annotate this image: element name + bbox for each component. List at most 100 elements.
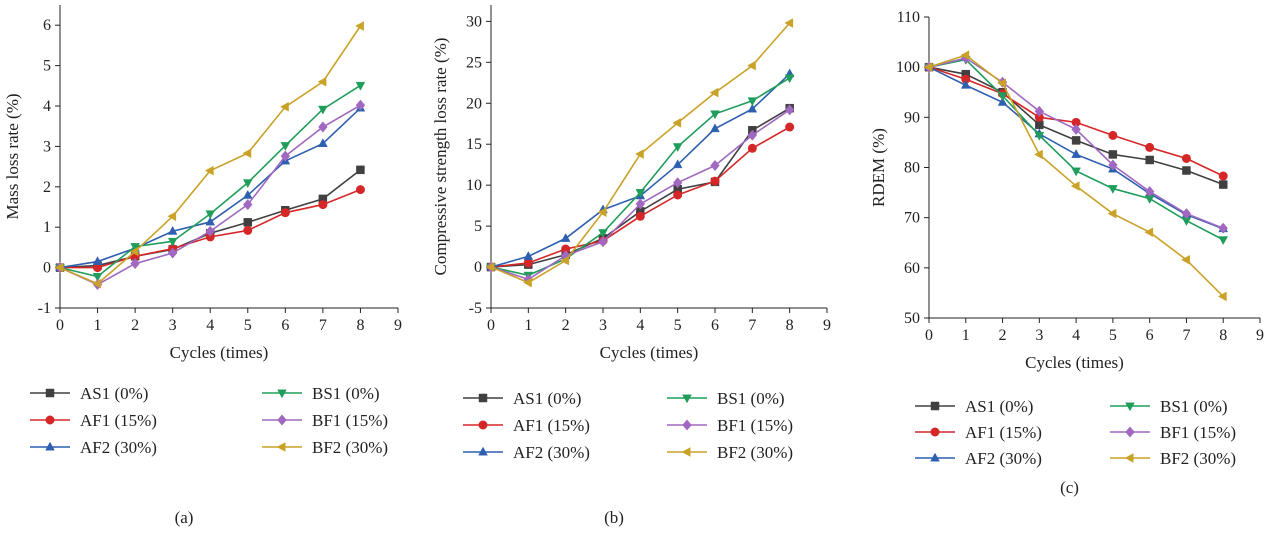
y-tick-label: 1 xyxy=(43,219,51,236)
y-tick-label: 80 xyxy=(904,160,920,177)
legend-item: BF2 (30%) xyxy=(262,438,388,457)
x-tick-label: 1 xyxy=(94,317,102,334)
data-point xyxy=(242,148,252,159)
panel-label: (c) xyxy=(1060,478,1079,497)
data-point xyxy=(1218,236,1229,246)
legend-label: AS1 (0%) xyxy=(513,389,581,408)
x-tick-label: 5 xyxy=(1109,327,1117,344)
series-line xyxy=(490,77,791,277)
data-point xyxy=(1035,120,1044,130)
legend-item: AF1 (15%) xyxy=(463,416,590,435)
legend-label: AF2 (30%) xyxy=(513,443,590,462)
y-tick-label: 6 xyxy=(43,17,51,34)
y-tick-label: 50 xyxy=(904,310,920,327)
y-tick-label: 0 xyxy=(474,259,482,276)
data-point xyxy=(560,255,570,266)
legend-marker xyxy=(930,401,940,411)
legend-label: BF2 (30%) xyxy=(717,443,793,462)
data-point xyxy=(598,236,608,248)
legend-marker xyxy=(478,420,488,430)
legend-marker xyxy=(45,441,55,451)
data-point xyxy=(1108,150,1118,159)
data-point xyxy=(747,103,758,113)
data-point xyxy=(1144,185,1155,198)
data-point xyxy=(1034,131,1045,141)
legend-item: BF1 (15%) xyxy=(667,416,793,435)
data-point xyxy=(747,97,758,107)
x-tick-label: 6 xyxy=(281,317,289,334)
legend-label: BF2 (30%) xyxy=(312,438,388,457)
y-tick-label: -5 xyxy=(469,300,482,317)
series-bs1 xyxy=(55,81,366,282)
x-tick-label: 1 xyxy=(962,327,970,344)
data-point xyxy=(710,123,720,133)
data-point xyxy=(635,189,646,198)
data-point xyxy=(560,233,571,242)
data-point xyxy=(635,149,644,159)
legend-item: BF2 (30%) xyxy=(667,443,793,462)
legend-item: BF1 (15%) xyxy=(262,411,388,430)
data-point xyxy=(1217,291,1227,302)
data-point xyxy=(523,258,533,268)
data-point xyxy=(673,190,683,200)
legend-item: BF1 (15%) xyxy=(1110,423,1236,442)
data-point xyxy=(167,247,178,259)
legend-label: AS1 (0%) xyxy=(80,384,148,403)
data-point xyxy=(1144,227,1154,238)
data-point xyxy=(280,208,290,218)
data-point xyxy=(785,122,795,132)
data-point xyxy=(1034,149,1043,160)
legend-item: AS1 (0%) xyxy=(915,397,1033,416)
y-tick-label: 0 xyxy=(43,260,51,277)
legend-label: AF2 (30%) xyxy=(965,449,1042,468)
legend-marker xyxy=(45,415,55,425)
data-point xyxy=(1071,167,1081,177)
y-tick-label: -1 xyxy=(38,300,51,317)
x-tick-label: 9 xyxy=(394,317,402,334)
y-tick-label: 25 xyxy=(466,54,482,71)
data-point xyxy=(317,76,327,87)
data-point xyxy=(710,159,720,172)
data-point xyxy=(280,101,289,112)
x-tick-label: 4 xyxy=(1072,327,1080,344)
legend-item: AF2 (30%) xyxy=(915,449,1042,468)
y-tick-label: 90 xyxy=(904,109,920,126)
data-point xyxy=(242,179,253,189)
x-tick-label: 8 xyxy=(1219,327,1227,344)
y-tick-label: 15 xyxy=(466,136,482,153)
series-af2 xyxy=(486,68,795,271)
series-bs1 xyxy=(486,74,795,281)
legend-marker xyxy=(930,452,940,462)
data-point xyxy=(1071,123,1081,135)
legend: AS1 (0%) AF1 (15%) AF2 (30%) BS1 (0%) BF1 (1… xyxy=(463,389,793,462)
data-point xyxy=(243,198,253,211)
data-point xyxy=(356,165,365,175)
data-point xyxy=(747,143,757,153)
legend: AS1 (0%) AF1 (15%) AF2 (30%) BS1 (0%) BF1 (1… xyxy=(915,397,1236,468)
x-tick-label: 5 xyxy=(244,317,252,334)
data-point xyxy=(523,277,532,288)
x-tick-label: 0 xyxy=(56,317,64,334)
x-tick-label: 1 xyxy=(524,317,532,334)
y-tick-label: 100 xyxy=(896,59,920,76)
data-point xyxy=(1218,180,1228,189)
series-bf2 xyxy=(923,50,1227,302)
x-tick-label: 4 xyxy=(206,317,214,334)
data-point xyxy=(784,18,794,28)
data-point xyxy=(355,81,366,91)
legend-item: BS1 (0%) xyxy=(667,389,785,408)
x-tick-label: 4 xyxy=(636,317,644,334)
data-point xyxy=(672,143,683,152)
data-point xyxy=(597,207,607,218)
series-bf1 xyxy=(55,99,366,291)
x-tick-label: 3 xyxy=(599,317,607,334)
data-point xyxy=(1107,208,1117,219)
data-point xyxy=(205,210,216,220)
series-af2 xyxy=(55,102,366,272)
data-point xyxy=(923,62,933,72)
y-tick-label: 110 xyxy=(897,9,920,26)
legend-label: BF1 (15%) xyxy=(1160,423,1236,442)
data-point xyxy=(1218,171,1228,181)
data-point xyxy=(1034,105,1045,117)
x-tick-label: 3 xyxy=(1035,327,1043,344)
